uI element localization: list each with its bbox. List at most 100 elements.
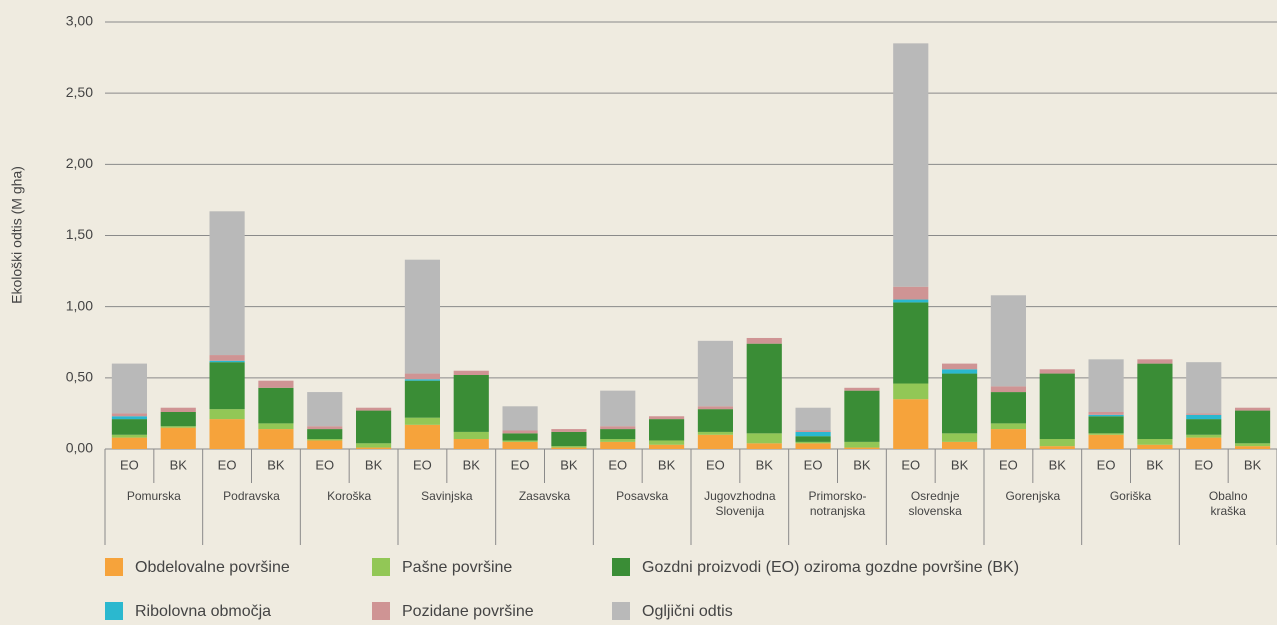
bar-segment (502, 441, 538, 449)
legend-label: Gozdni proizvodi (EO) oziroma gozdne pov… (642, 559, 1019, 576)
x-tick-label: BK (853, 457, 871, 472)
bar-segment (844, 441, 880, 448)
x-tick-label: EO (1097, 457, 1116, 472)
x-tick-label: BK (756, 457, 774, 472)
bar-segment (1088, 359, 1124, 412)
bar-segment (844, 447, 880, 449)
bar-segment (502, 440, 538, 442)
bar-segment (111, 413, 147, 417)
bar-segment (795, 441, 831, 444)
bar-segment (1137, 359, 1173, 364)
bar-segment (942, 363, 978, 370)
bar-segment (209, 409, 245, 420)
bar-segment (844, 387, 880, 391)
group-label: kraška (1210, 504, 1246, 518)
x-tick-label: BK (463, 457, 481, 472)
bar-segment (1137, 363, 1173, 440)
legend-swatch (612, 602, 630, 620)
bar-segment (111, 416, 147, 420)
group-label: Osrednje (911, 489, 960, 503)
x-tick-label: BK (170, 457, 188, 472)
bar-segment (893, 299, 929, 303)
bar-segment (453, 370, 489, 375)
bar-segment (795, 431, 831, 437)
bar-segment (942, 441, 978, 449)
x-tick-label: EO (608, 457, 627, 472)
bar-segment (990, 429, 1026, 449)
bar-segment (160, 427, 196, 449)
bar-segment (746, 343, 782, 434)
legend-swatch (372, 558, 390, 576)
bar-segment (356, 443, 392, 448)
x-tick-label: BK (1244, 457, 1262, 472)
bar-segment (1088, 416, 1124, 434)
bar-segment (1088, 411, 1124, 415)
bar-segment (258, 423, 294, 430)
bar-segment (1186, 437, 1222, 449)
group-label: Podravska (223, 489, 280, 503)
x-tick-label: BK (560, 457, 578, 472)
x-tick-label: BK (365, 457, 383, 472)
group-label: notranjska (810, 504, 866, 518)
bar-segment (990, 386, 1026, 393)
group-label: Goriška (1110, 489, 1152, 503)
x-tick-label: EO (315, 457, 334, 472)
group-label: Obalno (1209, 489, 1248, 503)
x-tick-label: BK (1049, 457, 1067, 472)
group-label: Koroška (327, 489, 371, 503)
bar-segment (209, 360, 245, 363)
legend-label: Ogljični odtis (642, 603, 733, 620)
bar-segment (209, 355, 245, 361)
bar-segment (697, 431, 733, 435)
bar-segment (795, 407, 831, 431)
bar-segment (990, 295, 1026, 387)
bar-segment (307, 392, 343, 427)
y-tick-label: 0,50 (66, 369, 93, 385)
bar-segment (111, 363, 147, 414)
bar-segment (502, 430, 538, 434)
bar-segment (649, 440, 685, 445)
x-tick-label: EO (218, 457, 237, 472)
x-tick-label: EO (413, 457, 432, 472)
bar-segment (453, 439, 489, 449)
bar-segment (795, 443, 831, 449)
bar-segment (404, 380, 440, 418)
bar-segment (746, 337, 782, 344)
bar-segment (893, 43, 929, 287)
bar-segment (404, 417, 440, 425)
legend-label: Ribolovna območja (135, 603, 271, 620)
y-tick-label: 2,00 (66, 155, 93, 171)
bar-segment (453, 374, 489, 432)
bar-segment (1235, 407, 1271, 411)
x-tick-label: EO (511, 457, 530, 472)
legend-label: Pašne površine (402, 559, 512, 576)
bar-segment (1088, 433, 1124, 435)
x-tick-label: EO (999, 457, 1018, 472)
group-label: slovenska (908, 504, 962, 518)
bar-segment (111, 437, 147, 449)
bar-segment (795, 430, 831, 432)
bar-segment (795, 436, 831, 442)
bar-segment (1235, 446, 1271, 449)
bar-segment (697, 406, 733, 410)
bar-segment (649, 419, 685, 441)
bar-segment (649, 444, 685, 449)
legend-label: Pozidane površine (402, 603, 534, 620)
bar-segment (356, 447, 392, 449)
bar-segment (1186, 419, 1222, 435)
bar-segment (209, 419, 245, 449)
bar-segment (356, 410, 392, 444)
bar-segment (307, 426, 343, 430)
bar-segment (111, 434, 147, 438)
bar-segment (990, 423, 1026, 430)
bar-segment (600, 390, 636, 427)
bar-segment (356, 407, 392, 411)
bar-segment (404, 259, 440, 374)
bar-segment (160, 426, 196, 428)
bar-segment (942, 433, 978, 442)
bar-segment (1186, 362, 1222, 414)
legend-swatch (105, 558, 123, 576)
group-label: Zasavska (519, 489, 571, 503)
bar-segment (697, 340, 733, 407)
